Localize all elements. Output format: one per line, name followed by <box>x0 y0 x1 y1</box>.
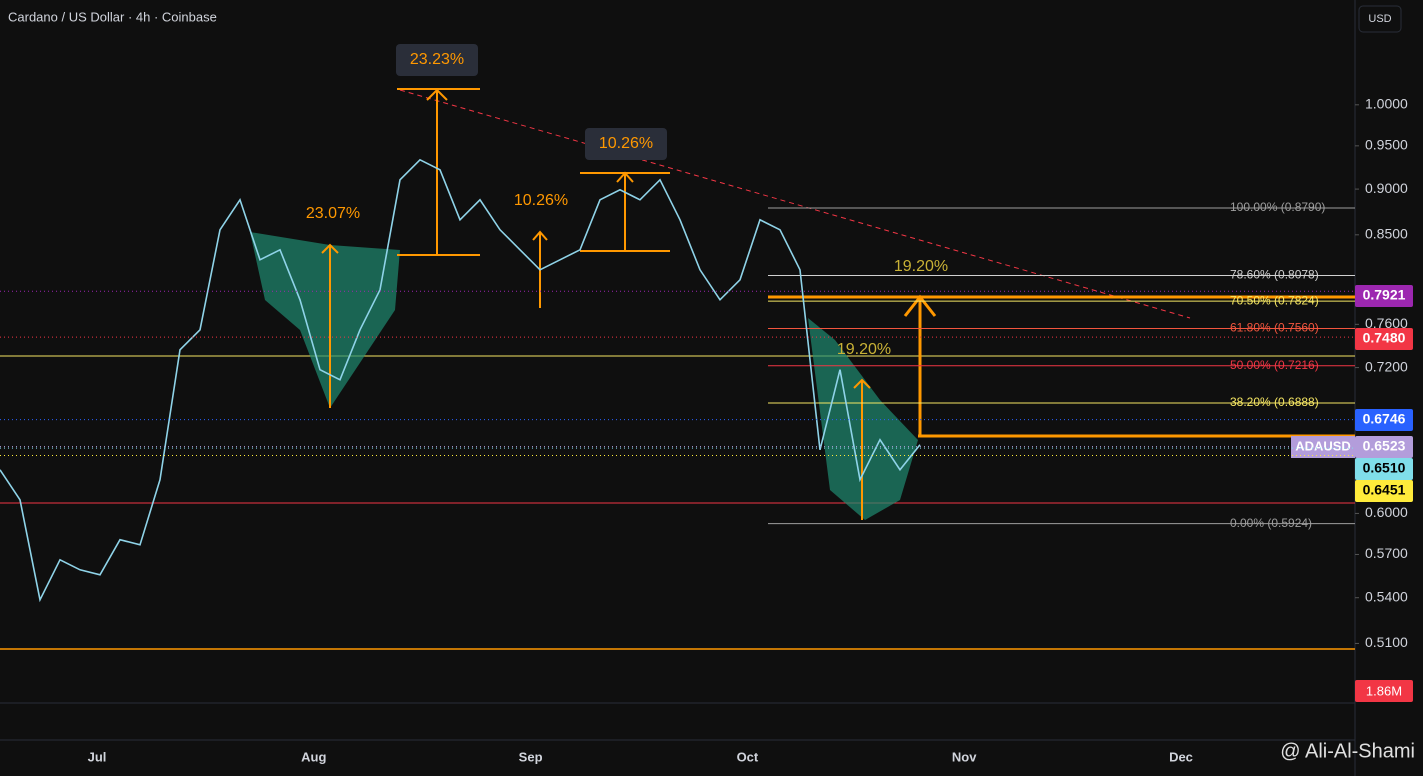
fib-label: 78.60% (0.8078) <box>1230 268 1319 282</box>
fib-label: 100.00% (0.8790) <box>1230 200 1325 214</box>
y-tick-label: 0.7200 <box>1365 358 1408 374</box>
fib-label: 70.50% (0.7824) <box>1230 293 1319 307</box>
volume-label: 1.86M <box>1366 683 1402 698</box>
fib-label: 61.80% (0.7560) <box>1230 321 1319 335</box>
x-tick-label: Aug <box>301 749 326 764</box>
annotation: 23.07% <box>306 205 360 222</box>
fib-label: 50.00% (0.7216) <box>1230 358 1319 372</box>
y-tick-label: 0.5400 <box>1365 588 1408 604</box>
symbol-label-bg <box>1291 436 1355 458</box>
price-label-bg <box>1355 409 1413 431</box>
price-label-bg <box>1355 480 1413 502</box>
currency: USD <box>1368 13 1391 25</box>
measure-arrows <box>321 88 1355 520</box>
price-label: 0.6510 <box>1363 460 1406 476</box>
price-line <box>0 158 921 603</box>
price-label: 0.6523 <box>1363 438 1406 454</box>
price-label-bg <box>1355 458 1413 480</box>
trend-line <box>399 89 1191 319</box>
y-tick-label: 0.8500 <box>1365 226 1408 242</box>
watermark: @ Ali-Al-Shami <box>1280 740 1415 762</box>
price-label: 0.6746 <box>1363 411 1406 427</box>
price-label: 0.6451 <box>1363 482 1406 498</box>
chart-title: Cardano / US Dollar · 4h · Coinbase <box>8 9 217 24</box>
annotation: 10.26% <box>514 192 568 209</box>
x-tick-label: Nov <box>952 749 977 764</box>
x-tick-label: Dec <box>1169 749 1193 764</box>
y-tick-label: 0.7600 <box>1365 315 1408 331</box>
price-label: 0.7480 <box>1363 330 1406 346</box>
pattern-shape <box>250 232 400 408</box>
annotation-box <box>585 128 667 160</box>
fib-label: 38.20% (0.6888) <box>1230 395 1319 409</box>
y-tick-label: 0.5100 <box>1365 634 1408 650</box>
annotation-box <box>396 44 478 76</box>
y-tick-label: 0.5700 <box>1365 545 1408 561</box>
x-tick-label: Sep <box>519 749 543 764</box>
y-tick-label: 0.9000 <box>1365 180 1408 196</box>
price-label-bg <box>1355 285 1413 307</box>
volume-label-bg <box>1355 680 1413 702</box>
annotation: 10.26% <box>599 135 653 152</box>
price-label: 0.7921 <box>1363 287 1406 303</box>
price-label-bg <box>1355 328 1413 350</box>
symbol-label: ADAUSD <box>1295 438 1351 453</box>
currency-button[interactable] <box>1358 5 1402 33</box>
annotation: 19.20% <box>894 258 948 275</box>
annotation: 23.23% <box>410 51 464 68</box>
y-tick-label: 0.9500 <box>1365 137 1408 153</box>
x-tick-label: Jul <box>88 749 107 764</box>
annotation: 19.20% <box>837 341 891 358</box>
y-tick-label: 1.0000 <box>1365 96 1408 112</box>
fib-label: 0.00% (0.5924) <box>1230 516 1312 530</box>
y-tick-label: 0.6000 <box>1365 504 1408 520</box>
price-label-bg <box>1355 436 1413 458</box>
x-tick-label: Oct <box>737 749 759 764</box>
